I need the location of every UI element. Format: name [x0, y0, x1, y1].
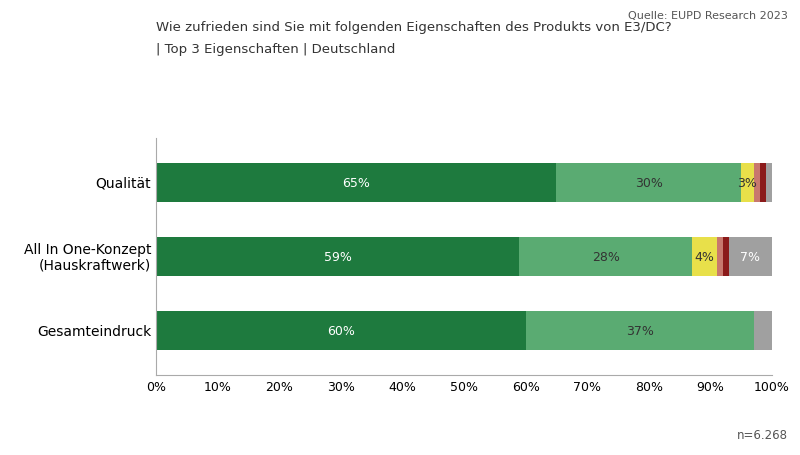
- Text: 37%: 37%: [626, 324, 654, 338]
- Legend: 1 = Sehr zufrieden, 2, 3, 4, 5 = Sehr unzufrieden, Weiß nicht/Keine Angabe: 1 = Sehr zufrieden, 2, 3, 4, 5 = Sehr un…: [201, 452, 727, 455]
- Text: n=6.268: n=6.268: [737, 428, 788, 441]
- Bar: [557, 164, 742, 202]
- Bar: [717, 238, 722, 276]
- Bar: [742, 164, 754, 202]
- Text: 28%: 28%: [592, 251, 620, 263]
- Bar: [754, 312, 772, 350]
- Bar: [519, 238, 692, 276]
- Text: Quelle: EUPD Research 2023: Quelle: EUPD Research 2023: [628, 11, 788, 21]
- Text: 7%: 7%: [741, 251, 761, 263]
- Text: | Top 3 Eigenschaften | Deutschland: | Top 3 Eigenschaften | Deutschland: [156, 43, 395, 56]
- Text: 4%: 4%: [694, 251, 714, 263]
- Bar: [156, 238, 519, 276]
- Text: 65%: 65%: [342, 177, 370, 190]
- Bar: [754, 164, 760, 202]
- Bar: [526, 312, 754, 350]
- Bar: [722, 238, 729, 276]
- Bar: [766, 164, 772, 202]
- Bar: [156, 164, 557, 202]
- Text: 59%: 59%: [324, 251, 352, 263]
- Text: 3%: 3%: [738, 177, 758, 190]
- Text: 60%: 60%: [327, 324, 354, 338]
- Text: Wie zufrieden sind Sie mit folgenden Eigenschaften des Produkts von E3/DC?: Wie zufrieden sind Sie mit folgenden Eig…: [156, 20, 672, 34]
- Bar: [760, 164, 766, 202]
- Text: 30%: 30%: [635, 177, 662, 190]
- Bar: [156, 312, 526, 350]
- Bar: [692, 238, 717, 276]
- Bar: [729, 238, 772, 276]
